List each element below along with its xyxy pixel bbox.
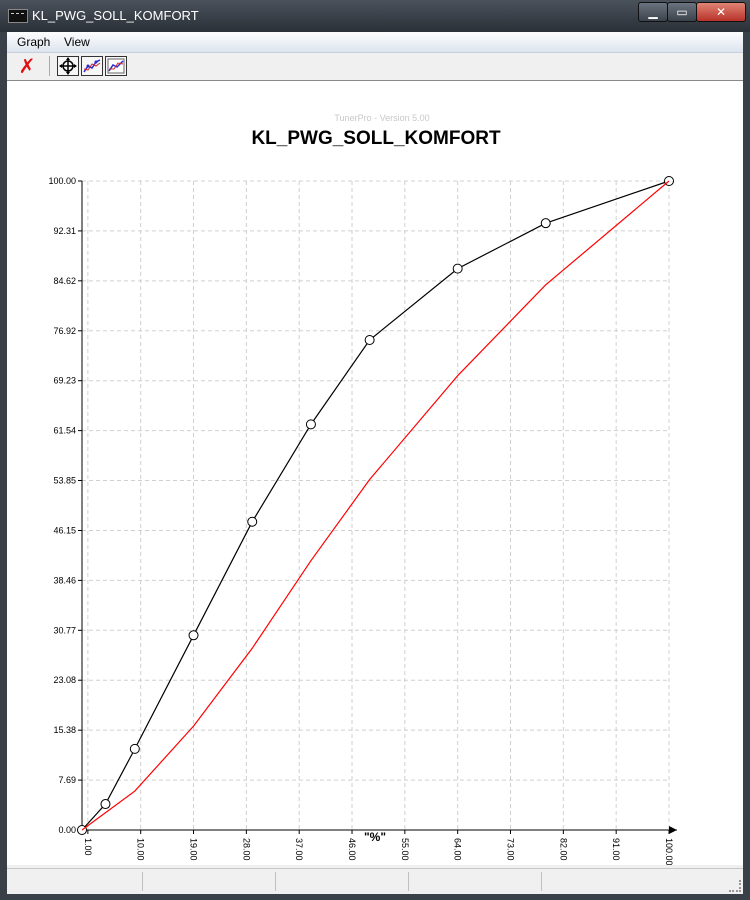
y-tick-label: 38.46 xyxy=(53,575,76,585)
data-point[interactable] xyxy=(247,516,258,527)
x-tick-label: 10.00 xyxy=(136,838,146,861)
close-window-button[interactable]: ✕ xyxy=(696,2,746,22)
data-point[interactable] xyxy=(540,218,551,229)
x-tick-label: 73.00 xyxy=(506,838,516,861)
x-axis-arrow xyxy=(669,826,677,834)
data-point[interactable] xyxy=(100,799,111,810)
title-bar[interactable]: KL_PWG_SOLL_KOMFORT ▁ ▭ ✕ xyxy=(0,0,750,32)
menu-graph[interactable]: Graph xyxy=(17,35,51,49)
x-tick-label: 37.00 xyxy=(294,838,304,861)
toolbar: ✗ xyxy=(7,53,743,80)
status-cell-2 xyxy=(143,872,276,891)
x-tick-label: 19.00 xyxy=(189,838,199,861)
y-tick-label: 92.31 xyxy=(53,226,76,236)
x-tick-label: 1.00 xyxy=(83,838,93,856)
x-tick-label: 100.00 xyxy=(664,838,674,865)
y-tick-label: 84.62 xyxy=(53,276,76,286)
move-tool-button[interactable] xyxy=(57,56,79,76)
series-line-1[interactable] xyxy=(81,180,670,831)
toolbar-separator xyxy=(49,56,50,76)
status-cell-1 xyxy=(7,872,143,891)
line-edit-icon xyxy=(83,59,101,73)
y-tick-label: 61.54 xyxy=(53,426,76,436)
data-point[interactable] xyxy=(452,263,463,274)
status-cell-3 xyxy=(276,872,409,891)
y-tick-label: 15.38 xyxy=(53,725,76,735)
y-tick-label: 46.15 xyxy=(53,525,76,535)
data-point[interactable] xyxy=(305,419,316,430)
y-tick-label: 100.00 xyxy=(48,176,76,186)
data-point[interactable] xyxy=(188,630,199,641)
menu-bar: Graph View xyxy=(7,32,743,53)
data-point[interactable] xyxy=(364,335,375,346)
chart-title: KL_PWG_SOLL_KOMFORT xyxy=(251,128,501,149)
watermark: TunerPro - Version 5.00 xyxy=(334,113,429,123)
y-tick-label: 30.77 xyxy=(53,625,76,635)
x-tick-label: 64.00 xyxy=(453,838,463,861)
minimize-button[interactable]: ▁ xyxy=(638,2,668,22)
x-tick-label: 46.00 xyxy=(347,838,357,861)
move-crosshair-icon xyxy=(59,57,77,75)
y-tick-label: 23.08 xyxy=(53,675,76,685)
y-tick-label: 7.69 xyxy=(58,775,76,785)
window-title: KL_PWG_SOLL_KOMFORT xyxy=(32,8,199,23)
y-tick-label: 53.85 xyxy=(53,476,76,486)
window-client: Graph View ✗ xyxy=(7,32,743,894)
x-tick-label: 55.00 xyxy=(400,838,410,861)
y-tick-label: 76.92 xyxy=(53,326,76,336)
x-tick-label: 82.00 xyxy=(558,838,568,861)
data-point[interactable] xyxy=(129,743,140,754)
app-icon xyxy=(8,9,28,23)
close-graph-button[interactable]: ✗ xyxy=(18,54,36,78)
chart-area[interactable]: TunerPro - Version 5.00 KL_PWG_SOLL_KOMF… xyxy=(7,80,743,866)
line-chart[interactable]: TunerPro - Version 5.00 KL_PWG_SOLL_KOMF… xyxy=(7,81,743,866)
series-line-2[interactable] xyxy=(81,180,670,831)
line-edit-button[interactable] xyxy=(81,56,103,76)
x-axis-label: "%" xyxy=(364,830,386,844)
compare-lines-icon xyxy=(107,58,125,74)
y-tick-label: 0.00 xyxy=(58,825,76,835)
x-tick-label: 28.00 xyxy=(241,838,251,861)
menu-view[interactable]: View xyxy=(64,35,90,49)
y-tick-label: 69.23 xyxy=(53,376,76,386)
compare-button[interactable] xyxy=(105,56,127,76)
x-tick-label: 91.00 xyxy=(611,838,621,861)
maximize-button[interactable]: ▭ xyxy=(667,2,697,22)
status-bar xyxy=(7,868,743,894)
status-cell-4 xyxy=(409,872,542,891)
resize-grip[interactable] xyxy=(729,880,741,892)
